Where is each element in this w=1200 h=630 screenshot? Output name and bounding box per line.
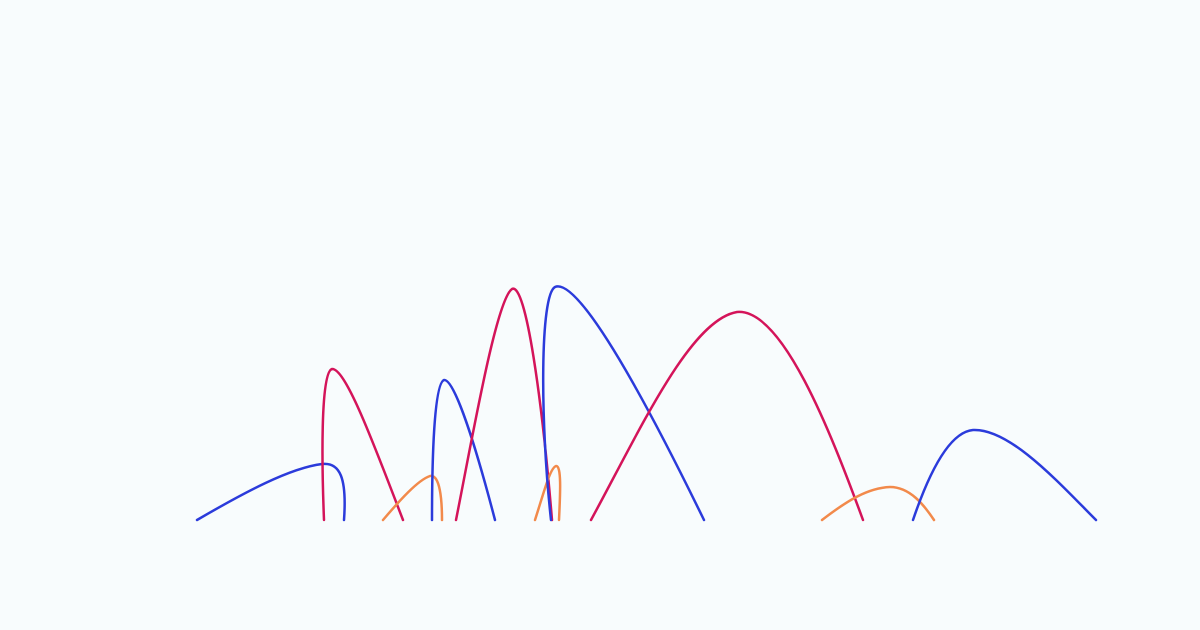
arc-blue-2	[430, 378, 497, 522]
arc-crimson-1	[321, 367, 405, 522]
arc-crimson-3	[589, 310, 865, 522]
arc-blue-4	[911, 428, 1098, 522]
arc-group	[195, 285, 1098, 522]
arc-orange-3	[820, 485, 936, 522]
arc-crimson-2	[454, 287, 554, 522]
arc-blue-3	[541, 285, 706, 522]
arc-orange-1	[381, 474, 444, 522]
arc-orange-2	[533, 464, 562, 522]
arc-blue-1	[195, 462, 346, 522]
